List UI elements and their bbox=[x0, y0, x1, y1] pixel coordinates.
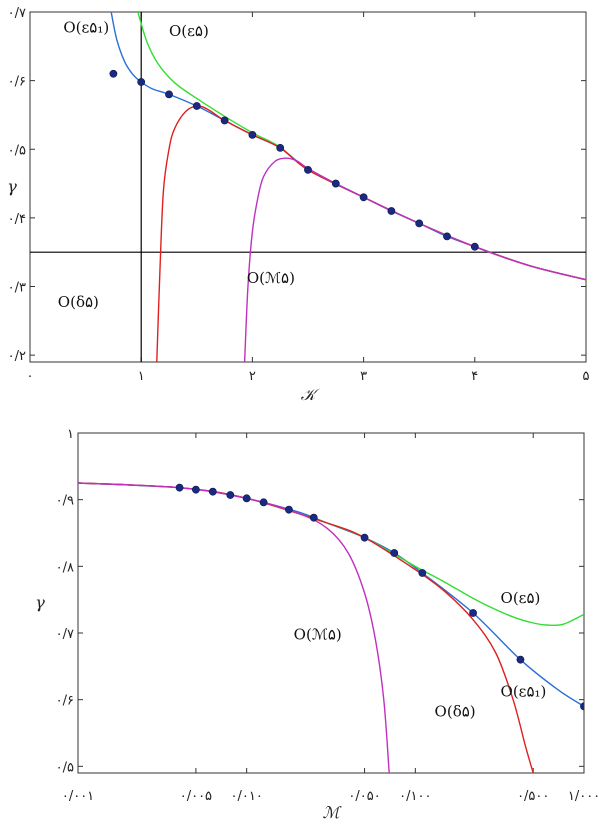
data-point bbox=[175, 483, 184, 492]
data-point bbox=[331, 179, 340, 188]
plot-area bbox=[78, 482, 584, 773]
data-point bbox=[359, 193, 368, 202]
y-tick-label: ۰/۷ bbox=[56, 627, 74, 642]
series-line-2 bbox=[137, 12, 586, 281]
data-point bbox=[276, 143, 285, 152]
x-tick-label: ۵ bbox=[583, 369, 590, 384]
data-point bbox=[418, 569, 427, 577]
data-point bbox=[309, 513, 318, 522]
data-point bbox=[285, 505, 293, 514]
x-tick-label: ۰/۰۱۰ bbox=[231, 789, 263, 804]
data-point bbox=[208, 487, 217, 496]
y-tick-label: ۰/۶ bbox=[8, 75, 26, 90]
data-point bbox=[415, 219, 424, 228]
x-tick-label: ۰ bbox=[27, 369, 34, 384]
y-tick-label: ۰/۹ bbox=[56, 494, 74, 509]
curve-annotation: O(ε۵) bbox=[501, 589, 541, 607]
x-tick-label: ۴ bbox=[471, 369, 478, 384]
curve-annotation: O(δ۵) bbox=[58, 293, 99, 311]
data-point bbox=[516, 655, 525, 664]
curve-annotation: O(ℳ۵) bbox=[247, 269, 295, 287]
y-tick-label: ۰/۴ bbox=[8, 212, 26, 227]
data-point bbox=[580, 702, 584, 711]
x-axis-label: ℳ bbox=[322, 803, 342, 822]
x-tick-label: ۱ bbox=[138, 369, 145, 384]
x-tick-label: ۲ bbox=[249, 369, 256, 384]
curve-annotation: O(ε۵₁) bbox=[63, 19, 109, 37]
curve-annotation: O(ℳ۵) bbox=[294, 626, 342, 644]
series-line-4 bbox=[78, 482, 390, 773]
curve-annotation: O(ε۵) bbox=[169, 22, 209, 40]
data-point bbox=[220, 116, 229, 125]
chart-panel-2: ۰/۰۰۱ ۰/۰۰۵ ۰/۰۱۰ ۰/۰۵۰ ۰/۱۰۰ ۰/۵۰۰ ۱/۰۰۰ ۰/۵ ۰/… bbox=[35, 427, 599, 822]
data-point bbox=[387, 207, 396, 215]
y-tick-label: ۰/۵ bbox=[56, 760, 74, 775]
plot-frame bbox=[77, 432, 585, 774]
data-point bbox=[242, 494, 251, 503]
series-line-3 bbox=[156, 105, 586, 362]
data-point bbox=[304, 165, 312, 174]
y-tick-label: ۰/۳ bbox=[8, 281, 26, 296]
series-line-1 bbox=[110, 12, 586, 281]
y-tick-label: ۰/۲ bbox=[8, 349, 26, 364]
series-line-4 bbox=[243, 157, 586, 362]
x-tick-label: ۰/۱۰۰ bbox=[399, 789, 431, 804]
data-point bbox=[137, 78, 146, 86]
y-tick-label: ۰/۶ bbox=[56, 694, 74, 709]
data-point bbox=[226, 491, 235, 499]
x-tick-label: ۰/۵۰۰ bbox=[517, 789, 549, 804]
plot-area bbox=[30, 12, 586, 362]
x-tick-label: ۰/۰۰۱ bbox=[62, 789, 94, 804]
y-tick-label: ۱ bbox=[67, 427, 74, 442]
data-point bbox=[109, 69, 118, 78]
data-point bbox=[470, 242, 479, 251]
y-axis-label: γ bbox=[35, 593, 45, 612]
y-tick-label: ۰/۸ bbox=[56, 560, 74, 575]
curve-annotation: O(ε۵₁) bbox=[501, 682, 547, 700]
plot-frame bbox=[29, 11, 587, 363]
x-tick-label: ۰/۰۰۵ bbox=[180, 789, 212, 804]
data-point bbox=[192, 102, 201, 110]
y-tick-label: ۰/۷ bbox=[8, 6, 26, 21]
data-point bbox=[165, 90, 173, 99]
x-tick-label: ۱/۰۰۰ bbox=[568, 789, 599, 804]
data-point bbox=[469, 609, 477, 617]
data-point bbox=[360, 533, 369, 542]
data-point bbox=[390, 549, 399, 557]
data-point bbox=[248, 130, 257, 139]
chart-panel-1: ۰ ۱ ۲ ۳ ۴ ۵ ۰/۲ ۰/۳ ۰/۴ ۰/۵ ۰/۶ ۰/۷ 𝒦γ O(ε۵₁) O(ε۵) O(δ… bbox=[7, 6, 589, 404]
x-tick-label: ۳ bbox=[360, 369, 367, 384]
data-point bbox=[259, 498, 268, 507]
y-tick-label: ۰/۵ bbox=[8, 143, 26, 158]
data-point bbox=[191, 485, 200, 494]
curve-annotation: O(δ۵) bbox=[435, 702, 476, 720]
x-tick-label: ۰/۰۵۰ bbox=[348, 789, 380, 804]
x-axis-label: 𝒦 bbox=[301, 385, 321, 404]
data-point bbox=[443, 232, 451, 241]
y-axis-label: γ bbox=[7, 177, 17, 196]
